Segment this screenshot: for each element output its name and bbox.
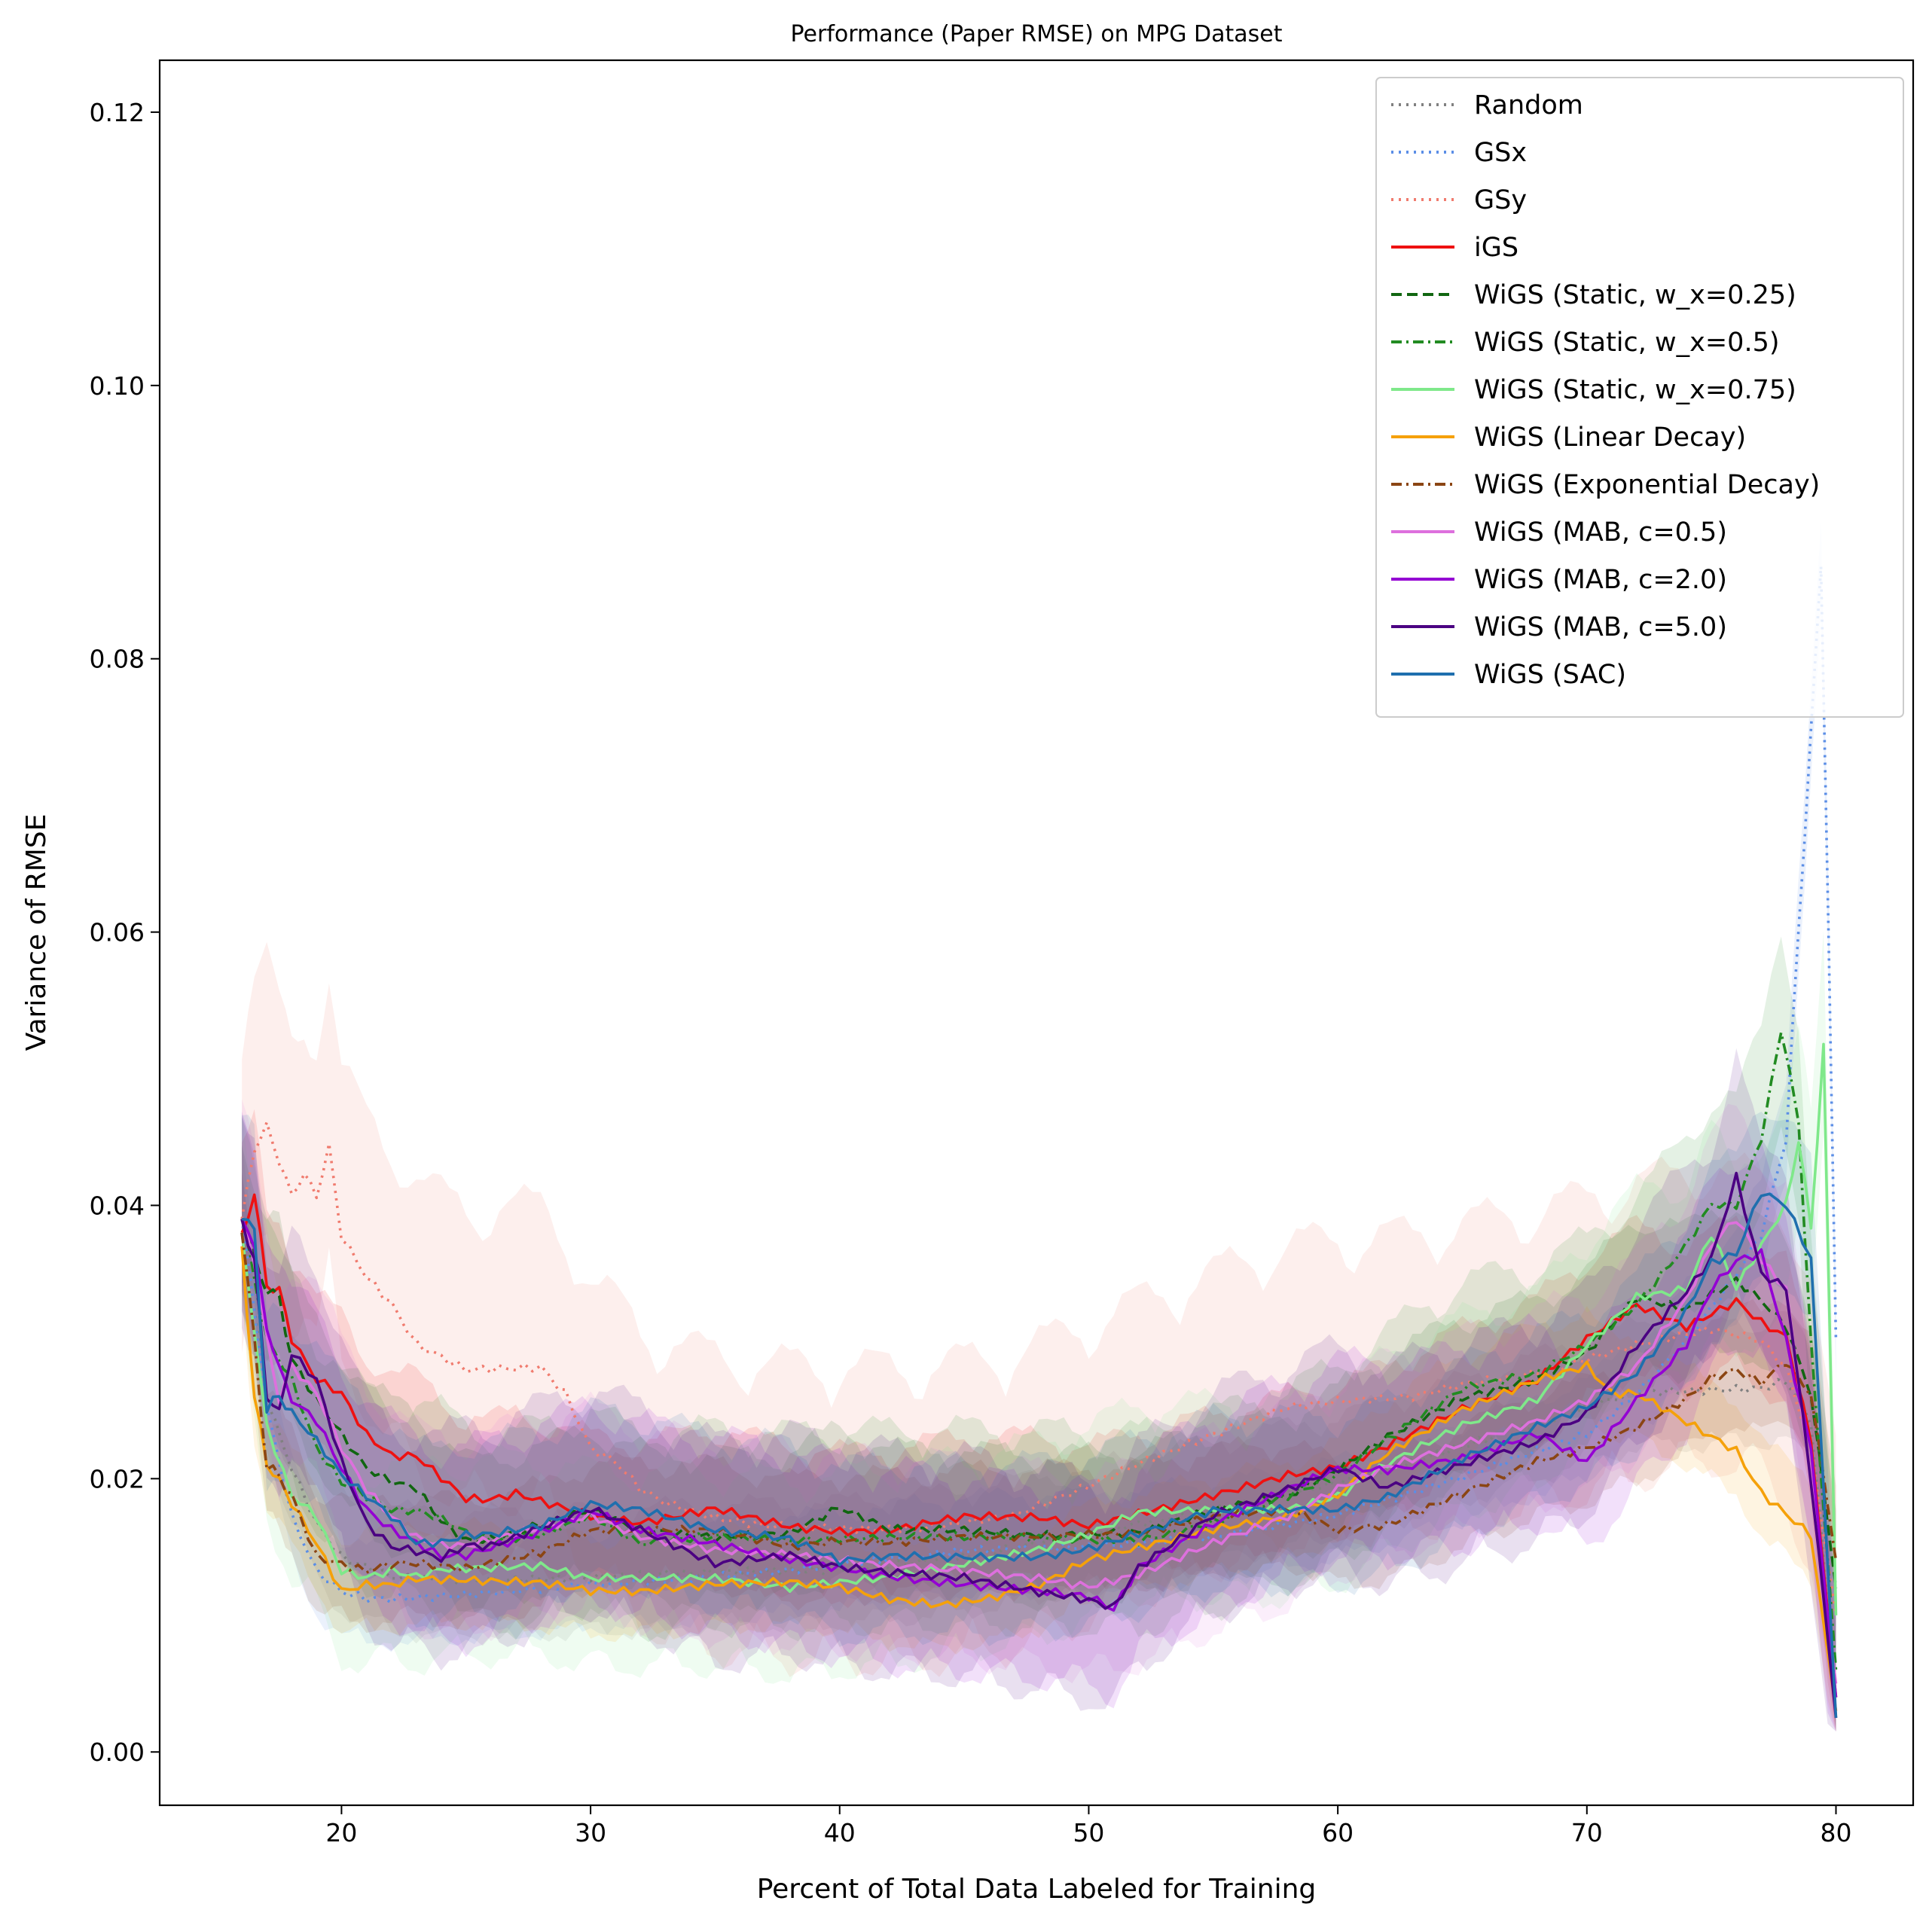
line-wigs-mab-c-0-5 bbox=[240, 1219, 1838, 1684]
x-tick-label: 20 bbox=[325, 1818, 357, 1847]
line-igs bbox=[240, 1193, 1838, 1698]
legend-box bbox=[1375, 77, 1904, 718]
y-tick-label: 0.12 bbox=[90, 98, 145, 127]
band-wigs-sac bbox=[242, 1112, 1836, 1731]
band-wigs-static-w-x-0-75 bbox=[242, 930, 1836, 1713]
band-igs bbox=[242, 1109, 1836, 1731]
band-random bbox=[242, 1144, 1836, 1731]
y-tick-label: 0.10 bbox=[90, 371, 145, 401]
y-tick-label: 0.04 bbox=[90, 1191, 145, 1220]
line-wigs-static-w-x-0-75 bbox=[240, 1042, 1838, 1615]
legend-label: WiGS (MAB, c=5.0) bbox=[1474, 612, 1727, 642]
x-tick-label: 50 bbox=[1073, 1818, 1104, 1847]
x-axis-label: Percent of Total Data Labeled for Traini… bbox=[757, 1874, 1317, 1905]
band-wigs-mab-c-5-0 bbox=[242, 1048, 1836, 1731]
x-tick-label: 40 bbox=[824, 1818, 856, 1847]
y-tick-label: 0.06 bbox=[90, 918, 145, 947]
legend-label: iGS bbox=[1474, 233, 1518, 263]
legend: Random GSx GSy iGS WiGS (Static, w_x=0.25) Wi… bbox=[1375, 77, 1904, 718]
legend-label: WiGS (Static, w_x=0.75) bbox=[1474, 375, 1796, 405]
legend-label: GSy bbox=[1474, 185, 1527, 215]
x-tick-label: 60 bbox=[1322, 1818, 1354, 1847]
legend-label: WiGS (Linear Decay) bbox=[1474, 423, 1746, 453]
chart-title: Performance (Paper RMSE) on MPG Dataset bbox=[791, 21, 1283, 47]
x-tick-label: 70 bbox=[1571, 1818, 1603, 1847]
band-wigs-linear-decay bbox=[242, 1194, 1836, 1731]
band-wigs-mab-c-0-5 bbox=[242, 1099, 1836, 1731]
legend-label: WiGS (MAB, c=2.0) bbox=[1474, 565, 1727, 595]
x-tick-label: 30 bbox=[575, 1818, 606, 1847]
legend-label: Random bbox=[1474, 90, 1583, 121]
line-wigs-exponential-decay bbox=[240, 1232, 1838, 1574]
y-tick-label: 0.00 bbox=[90, 1737, 145, 1767]
y-axis-label: Variance of RMSE bbox=[21, 814, 52, 1051]
y-tick-label: 0.02 bbox=[90, 1464, 145, 1493]
legend-label: WiGS (Static, w_x=0.25) bbox=[1474, 280, 1796, 310]
legend-label: WiGS (SAC) bbox=[1474, 660, 1626, 690]
legend-label: GSx bbox=[1474, 138, 1527, 168]
series-lines bbox=[240, 565, 1838, 1719]
band-wigs-mab-c-2-0 bbox=[242, 1111, 1836, 1731]
legend-label: WiGS (Exponential Decay) bbox=[1474, 470, 1820, 500]
y-axis: 0.00 0.02 0.04 0.06 0.08 0.10 0.12 bbox=[90, 98, 160, 1767]
y-tick-label: 0.08 bbox=[90, 645, 145, 674]
x-axis: 20 30 40 50 60 70 80 bbox=[325, 1805, 1851, 1847]
x-tick-label: 80 bbox=[1820, 1818, 1851, 1847]
legend-label: WiGS (Static, w_x=0.5) bbox=[1474, 328, 1780, 358]
line-wigs-sac bbox=[241, 1192, 1838, 1718]
band-wigs-exponential-decay bbox=[242, 1172, 1836, 1634]
legend-label: WiGS (MAB, c=0.5) bbox=[1474, 517, 1727, 548]
line-wigs-mab-c-5-0 bbox=[240, 1171, 1838, 1719]
line-wigs-linear-decay bbox=[240, 1246, 1838, 1712]
